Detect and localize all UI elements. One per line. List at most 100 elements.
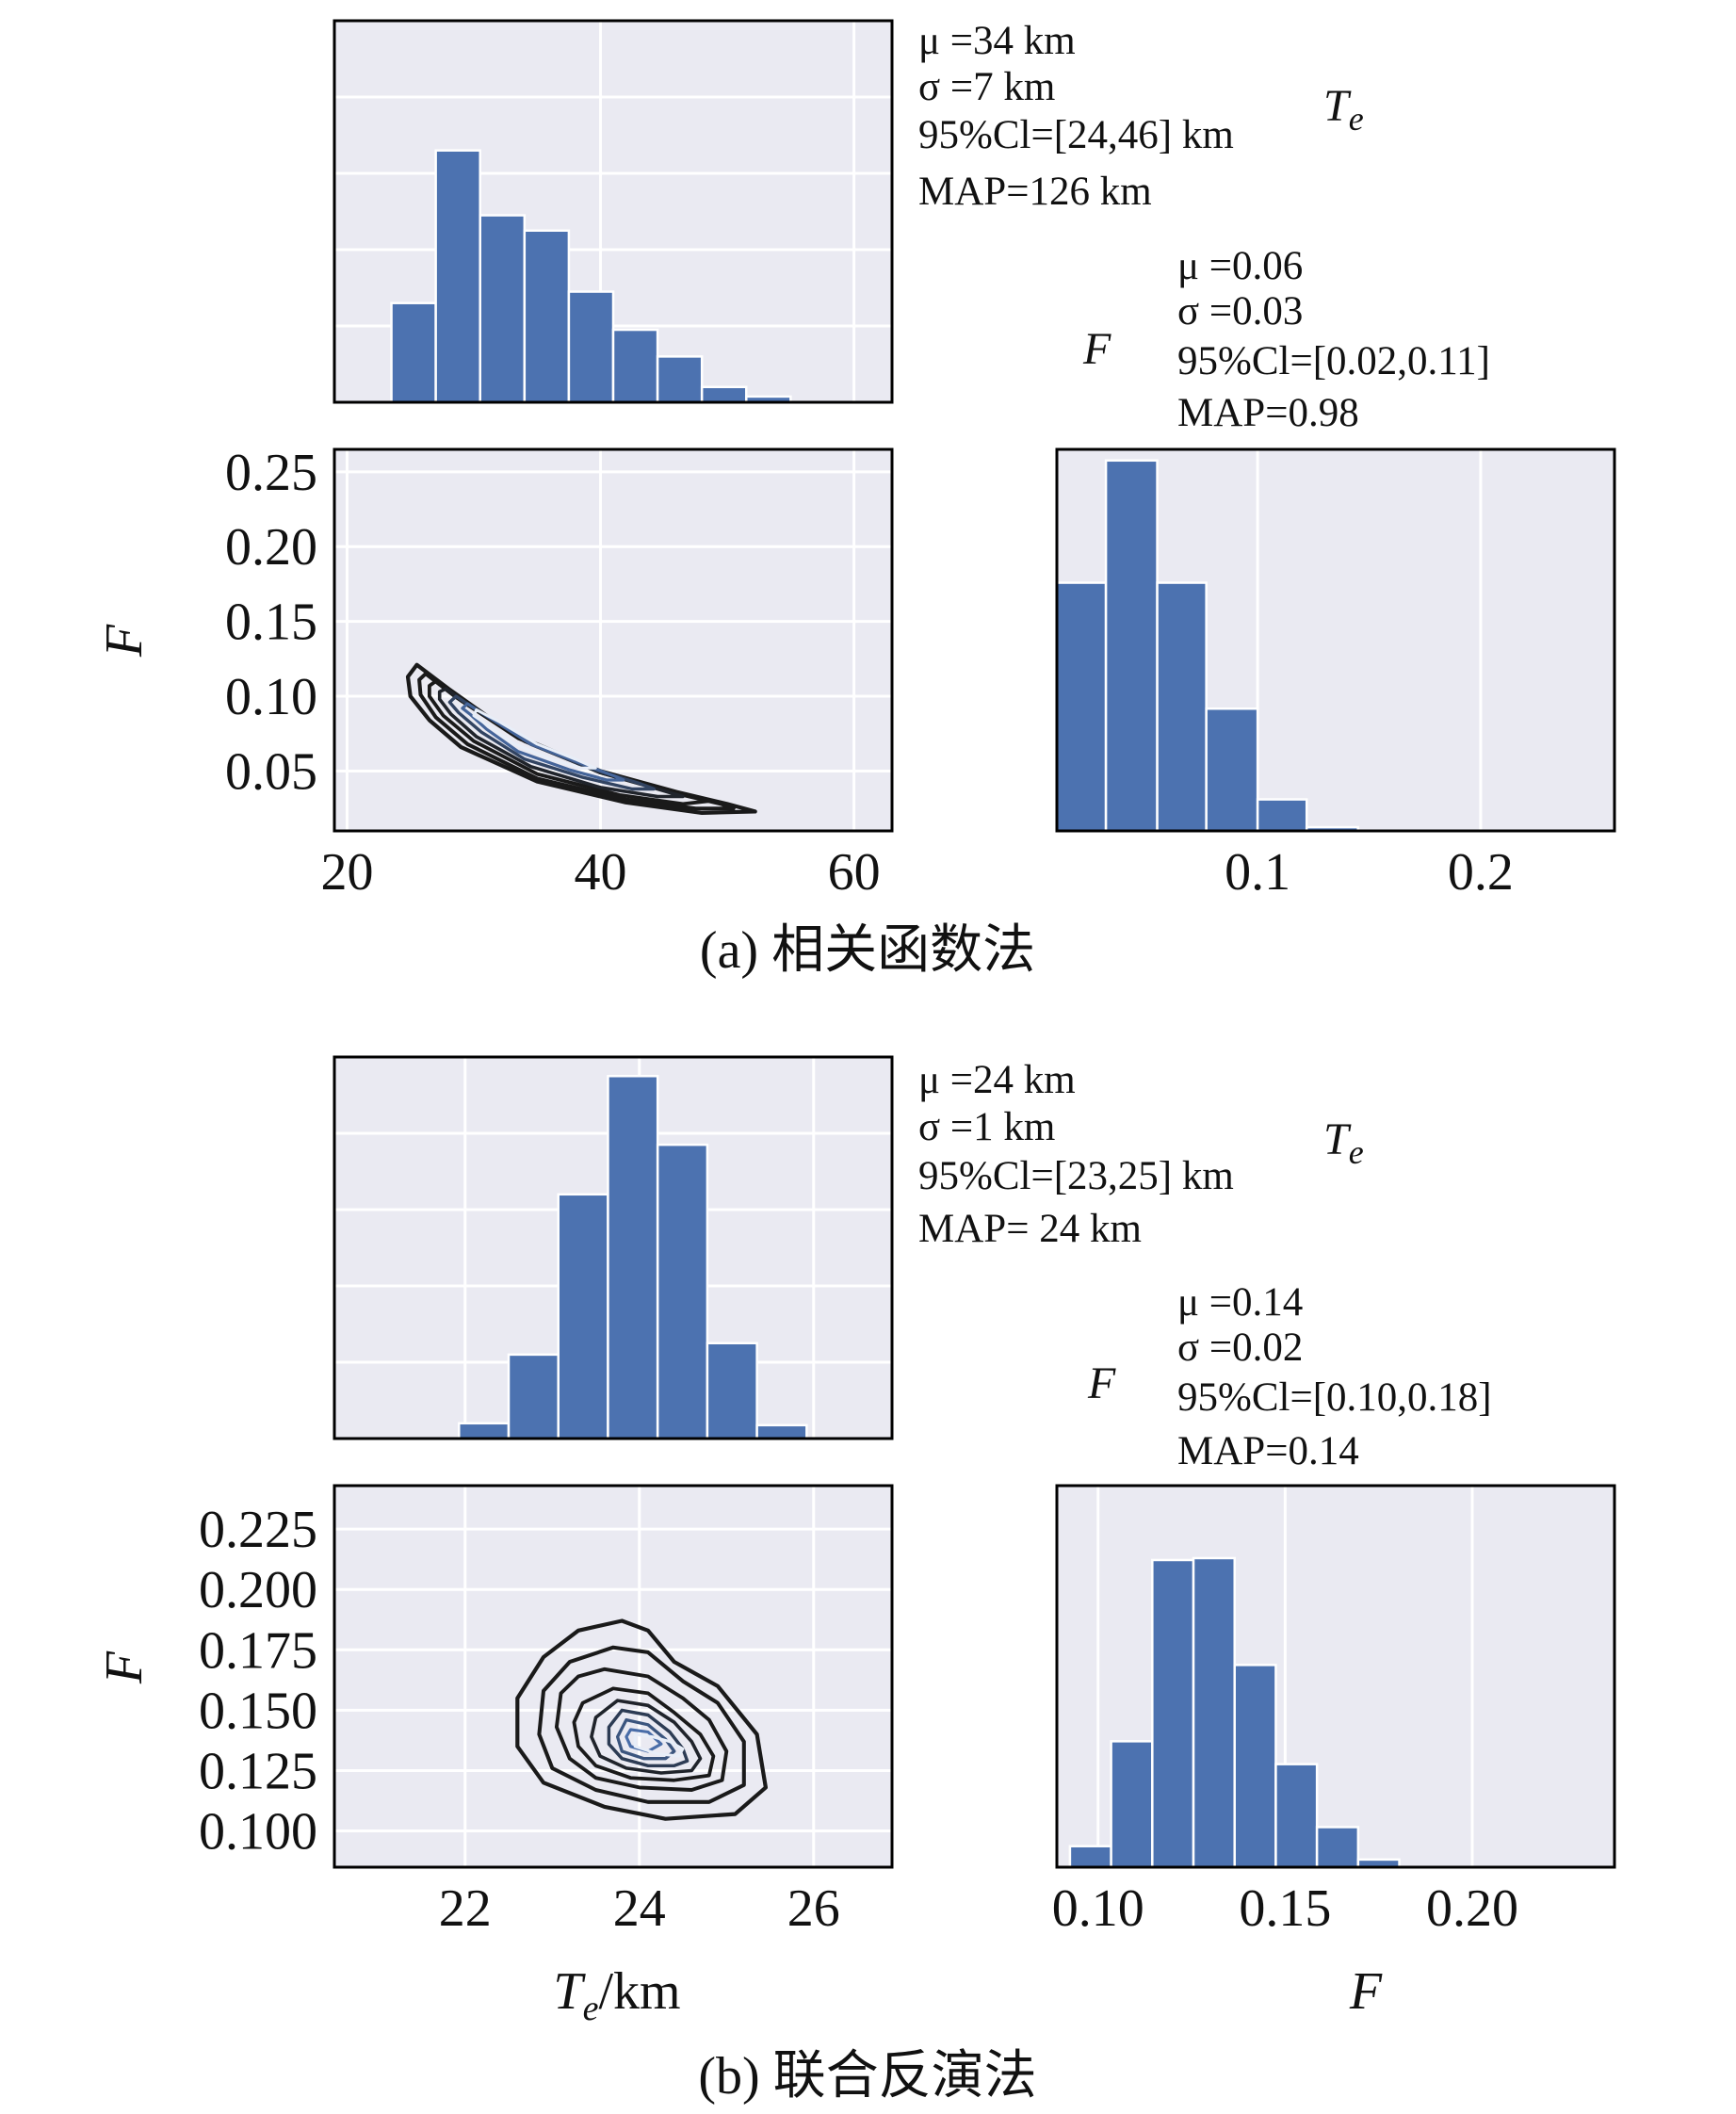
panel-a-te-std: σ =7 km	[918, 65, 1055, 109]
panel-b-f-histogram-bar-1	[1110, 1740, 1154, 1869]
panel-a-f-histogram-x-tick-label-1: 0.2	[1448, 843, 1514, 902]
panel-a-f-ci: 95%Cl=[0.02,0.11]	[1177, 339, 1490, 383]
panel-b: μ =24 km σ =1 km 95%Cl=[23,25] km MAP= 2…	[95, 1055, 1616, 2106]
panel-a-joint-contour-y-tick-label-3: 0.20	[225, 518, 317, 577]
panel-b-joint-contour-y-tick-label-4: 0.200	[199, 1561, 317, 1619]
panel-b-joint-contour-y-tick-label-3: 0.175	[199, 1621, 317, 1680]
panel-b-te-variable-label: Te	[1323, 1114, 1364, 1171]
panel-b-f-variable-label: F	[1087, 1358, 1116, 1408]
panel-b-f-histogram-x-tick-label-0: 0.10	[1052, 1879, 1144, 1938]
panel-b-te-histogram	[333, 1055, 894, 1440]
panel-b-f-histogram-bar-4	[1233, 1664, 1277, 1869]
panel-a: μ =34 km σ =7 km 95%Cl=[24,46] km MAP=12…	[95, 19, 1616, 980]
panel-b-te-histogram-bar-2	[557, 1193, 609, 1440]
panel-a-te-map: MAP=126 km	[918, 170, 1152, 214]
panel-b-te-histogram-bar-4	[656, 1143, 709, 1440]
panel-a-f-stats: μ =0.06 σ =0.03 95%Cl=[0.02,0.11] MAP=0.…	[1082, 244, 1490, 435]
panel-a-joint-contour-x-tick-label-0: 20	[320, 843, 373, 902]
panel-b-f-histogram-bar-2	[1151, 1558, 1195, 1869]
panel-a-te-histogram-bar-6	[656, 355, 704, 404]
panel-a-f-histogram-bar-0	[1055, 581, 1108, 833]
panel-b-f-histogram-bar-0	[1068, 1845, 1112, 1869]
panel-a-joint-contour-level-6	[472, 707, 597, 770]
te-unit: /km	[598, 1962, 680, 2021]
panel-b-joint-contour-level-6	[615, 1717, 676, 1761]
panel-b-f-map: MAP=0.14	[1177, 1429, 1359, 1473]
panel-a-te-histogram-bar-3	[523, 229, 571, 404]
panel-b-joint-contour-level-3	[572, 1686, 716, 1782]
panel-a-y-axis-label: F	[95, 624, 154, 658]
panel-b-f-histogram-x-tick-label-1: 0.15	[1239, 1879, 1331, 1938]
panel-b-f-histogram-x-tick-label-2: 0.20	[1426, 1879, 1518, 1938]
panel-a-te-histogram-bar-2	[479, 214, 527, 404]
panel-b-te-ci: 95%Cl=[23,25] km	[918, 1154, 1234, 1198]
panel-b-f-histogram-bar-3	[1192, 1556, 1236, 1869]
panel-a-f-histogram-bar-1	[1104, 459, 1159, 833]
panel-a-f-histogram-bar-2	[1156, 581, 1208, 833]
panel-b-te-histogram-bar-0	[458, 1422, 511, 1440]
panel-a-joint-contour-x-tick-label-2: 60	[828, 843, 881, 902]
panel-b-x-axis-label-left: Te/km	[553, 1962, 680, 2028]
te-subscript: e	[583, 1989, 599, 2028]
panel-b-joint-contour-y-tick-label-1: 0.125	[199, 1742, 317, 1800]
panel-a-f-variable-label: F	[1082, 324, 1111, 374]
panel-b-joint-contour-x-tick-label-1: 24	[613, 1879, 666, 1938]
panel-a-joint-contour-y-tick-label-0: 0.05	[225, 742, 317, 801]
panel-a-te-ci: 95%Cl=[24,46] km	[918, 113, 1234, 157]
panel-b-f-mean: μ =0.14	[1177, 1280, 1303, 1325]
panel-b-joint-contour-y-tick-label-2: 0.150	[199, 1682, 317, 1740]
panel-b-f-stats: μ =0.14 σ =0.02 95%Cl=[0.10,0.18] MAP=0.…	[1087, 1280, 1492, 1473]
te-symbol: T	[553, 1962, 586, 2021]
panel-b-te-std: σ =1 km	[918, 1105, 1055, 1149]
panel-b-te-histogram-bar-3	[607, 1075, 659, 1440]
panel-a-f-histogram-bar-4	[1256, 798, 1308, 833]
panel-b-joint-contour-level-1	[537, 1645, 746, 1804]
panel-a-te-variable-label: Te	[1323, 81, 1364, 138]
panel-a-te-stats: μ =34 km σ =7 km 95%Cl=[24,46] km MAP=12…	[918, 19, 1364, 214]
panel-b-f-ci: 95%Cl=[0.10,0.18]	[1177, 1375, 1492, 1420]
panel-a-contour-frame	[333, 447, 894, 833]
panel-a-te-histogram-bar-1	[434, 149, 481, 404]
panel-b-contour-background	[334, 1486, 892, 1867]
panel-b-f-histogram-bar-6	[1315, 1826, 1360, 1869]
panel-a-joint-contour-y-tick-label-2: 0.15	[225, 594, 317, 652]
panel-a-te-hist-frame	[333, 19, 894, 404]
panel-b-te-histogram-bar-1	[507, 1353, 560, 1440]
panel-a-te-mean: μ =34 km	[918, 19, 1076, 63]
panel-a-contour-background	[334, 449, 892, 831]
panel-a-f-hist-frame	[1055, 447, 1616, 833]
panel-a-te-histogram-bar-4	[567, 290, 615, 404]
panel-a-joint-contour-y-tick-label-4: 0.25	[225, 444, 317, 502]
panel-b-joint-contour-level-5	[607, 1708, 690, 1768]
panel-a-te-histogram-bar-7	[700, 385, 748, 404]
panel-b-te-histogram-bar-6	[755, 1423, 808, 1440]
panel-a-f-histogram: 0.1 0.2	[1055, 447, 1616, 902]
panel-b-te-mean: μ =24 km	[918, 1058, 1076, 1102]
panel-b-y-axis-label: F	[95, 1651, 154, 1684]
panel-a-te-histogram-bar-5	[611, 328, 659, 404]
panel-b-joint-contour-level-2	[554, 1667, 729, 1792]
panel-b-te-map: MAP= 24 km	[918, 1207, 1142, 1251]
panel-a-te-histogram	[333, 19, 894, 404]
panel-b-joint-contour-x-tick-label-0: 22	[439, 1879, 492, 1938]
panel-a-f-mean: μ =0.06	[1177, 244, 1303, 288]
panel-b-f-histogram: 0.10 0.15 0.20	[1052, 1484, 1616, 1938]
panel-a-f-map: MAP=0.98	[1177, 391, 1359, 435]
panel-a-joint-contour: 20 40 60 0.05 0.10 0.15 0.20 0.25	[225, 444, 894, 902]
panel-a-joint-contour-level-5	[461, 702, 625, 782]
panel-a-te-histogram-bar-0	[390, 301, 437, 404]
panel-a-f-histogram-x-tick-label-0: 0.1	[1225, 843, 1290, 902]
panel-b-f-hist-frame	[1055, 1484, 1616, 1869]
panel-b-joint-contour-level-4	[590, 1699, 703, 1775]
panel-b-te-stats: μ =24 km σ =1 km 95%Cl=[23,25] km MAP= 2…	[918, 1058, 1364, 1251]
panel-b-joint-contour-level-0	[515, 1618, 768, 1821]
panel-a-f-std: σ =0.03	[1177, 289, 1303, 333]
panel-a-joint-contour-x-tick-label-1: 40	[575, 843, 627, 902]
panel-b-caption: (b) 联合反演法	[698, 2047, 1036, 2106]
panel-b-te-histogram-bar-5	[706, 1342, 758, 1440]
panel-a-joint-contour-y-tick-label-1: 0.10	[225, 668, 317, 726]
panel-b-joint-contour-level-8	[633, 1732, 685, 1758]
panel-b-contour-frame	[333, 1484, 894, 1869]
